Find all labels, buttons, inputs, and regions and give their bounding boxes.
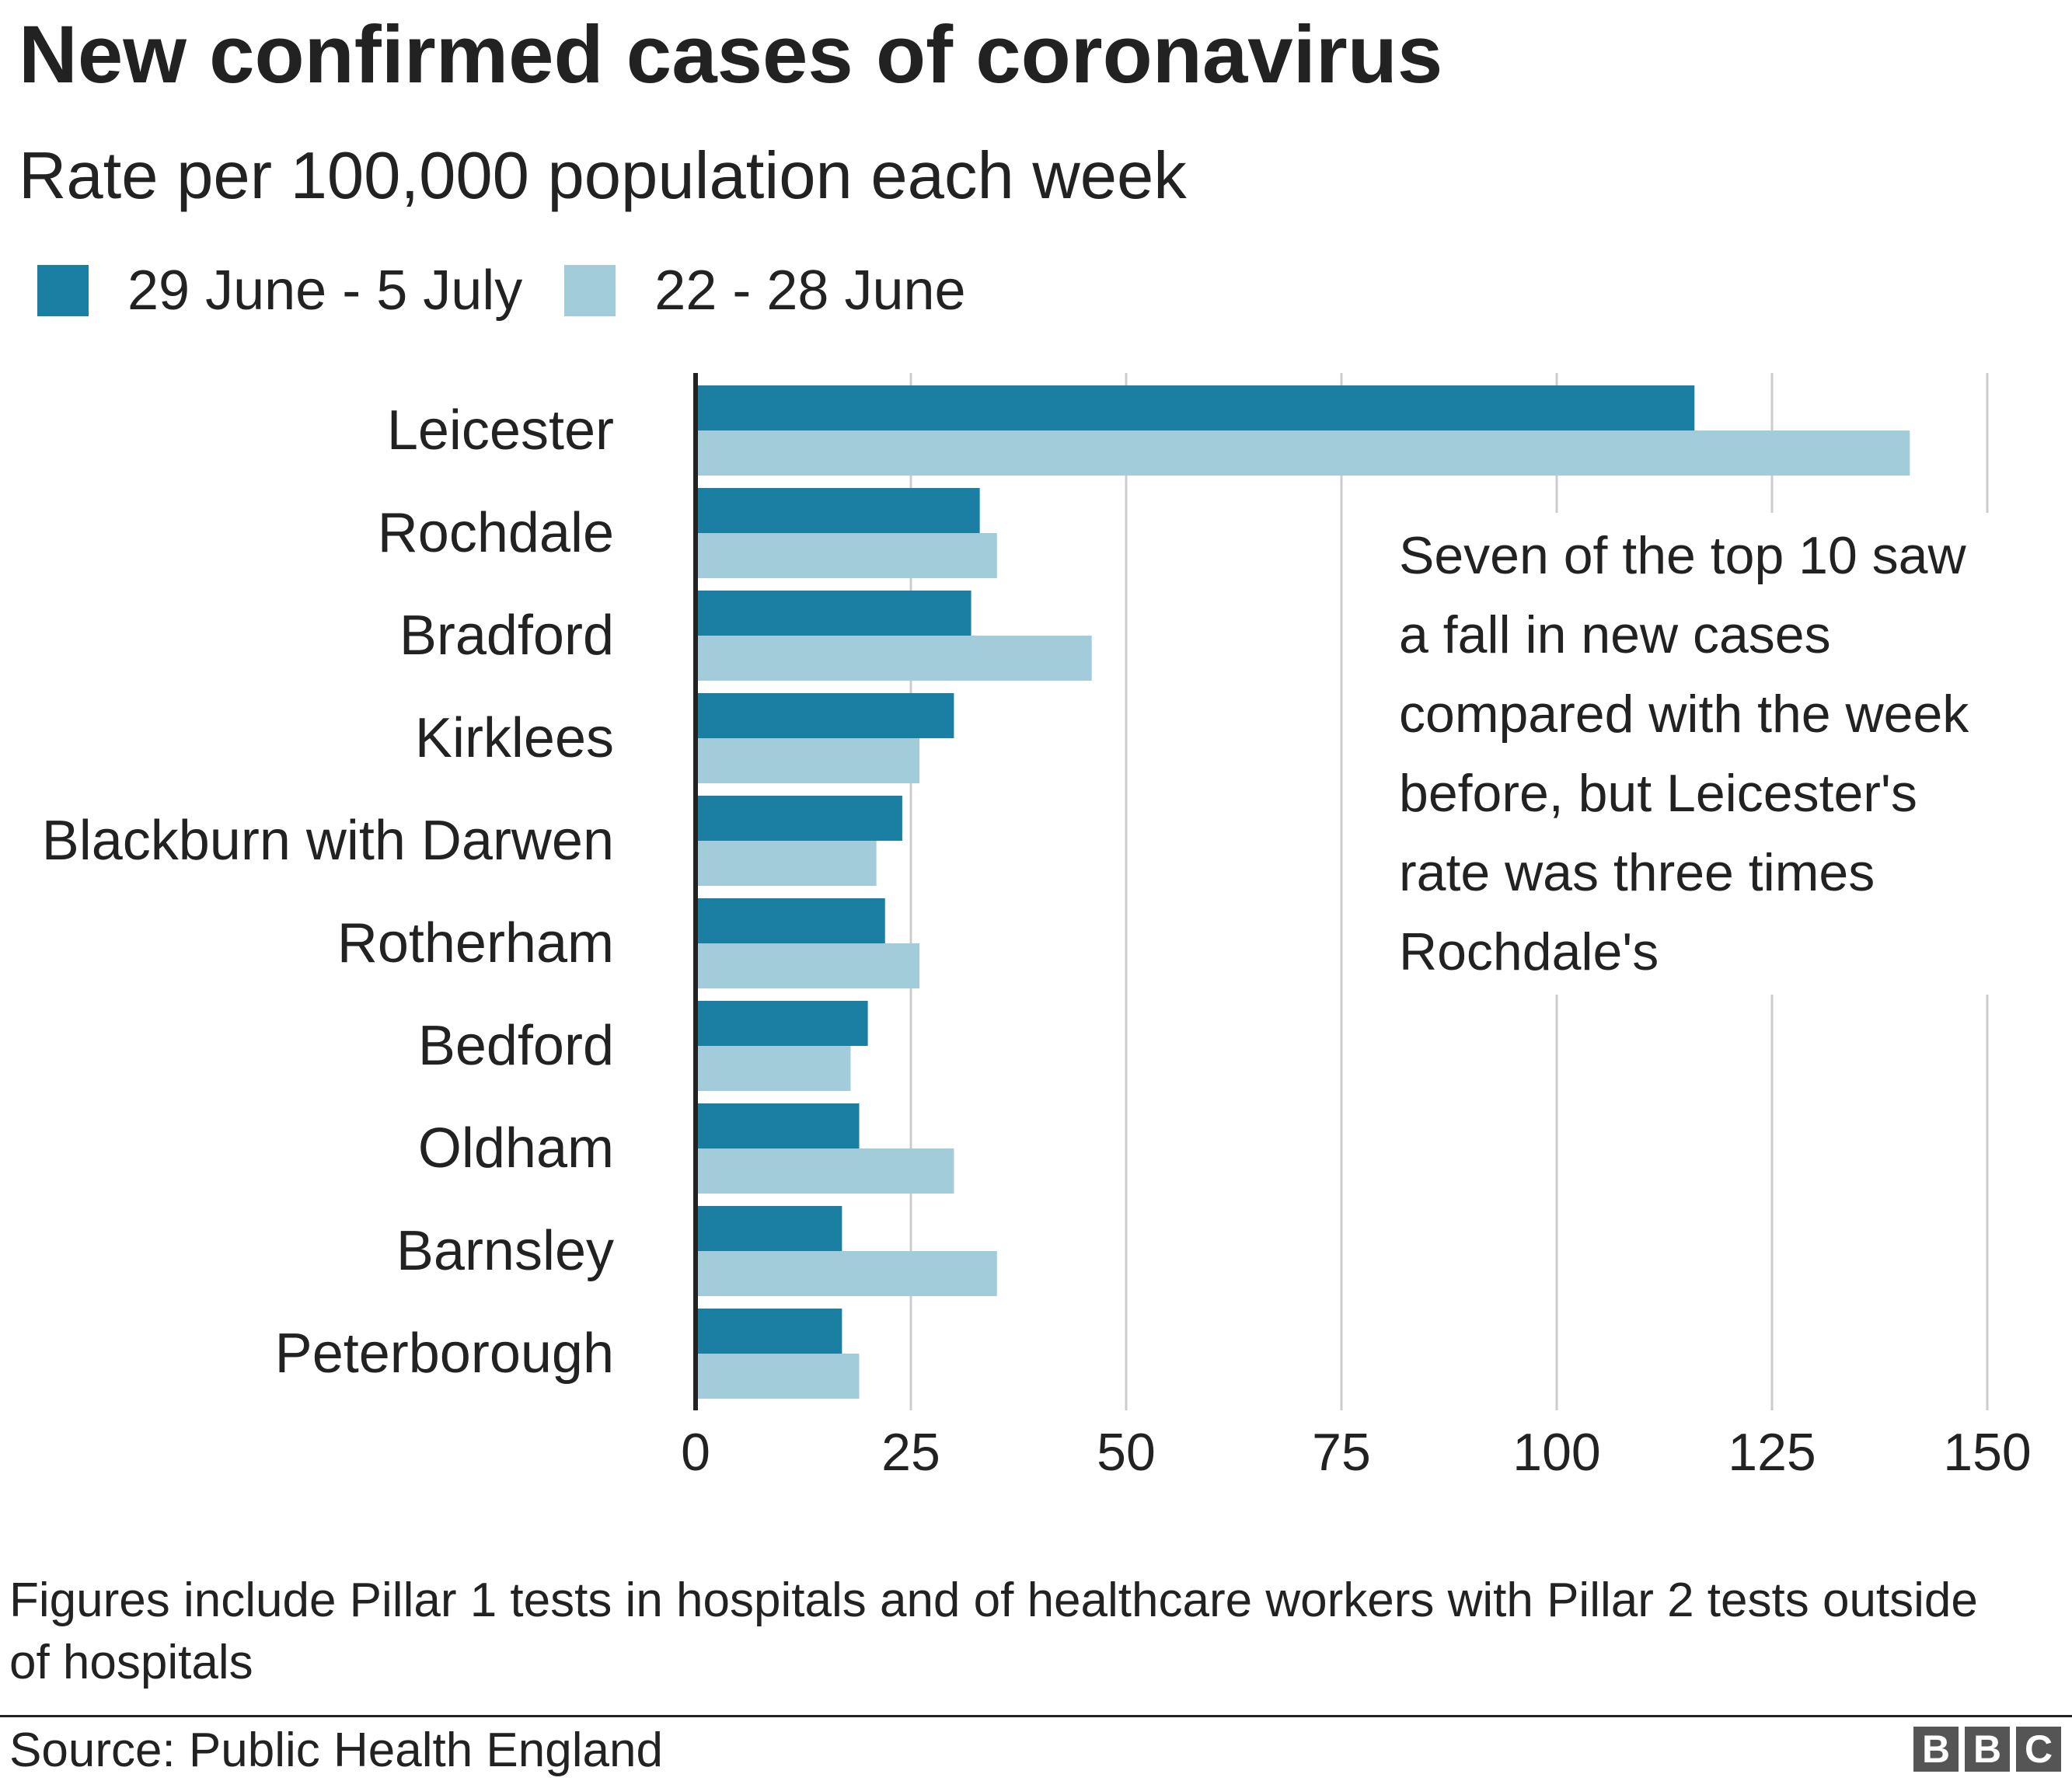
bar	[696, 1148, 954, 1194]
bar	[696, 796, 902, 841]
bbc-logo-letter: C	[2016, 1727, 2061, 1772]
bar	[696, 1103, 860, 1148]
legend: 29 June - 5 July 22 - 28 June	[37, 260, 1008, 322]
x-tick-label: 150	[1943, 1423, 2031, 1482]
chart-subtitle: Rate per 100,000 population each week	[19, 139, 1187, 213]
y-category-label: Peterborough	[275, 1323, 614, 1385]
y-category-label: Rochdale	[378, 502, 614, 564]
bar	[696, 1309, 842, 1354]
y-category-label: Barnsley	[396, 1220, 614, 1282]
bar	[696, 943, 920, 988]
bar-chart: 0 25 50 75 100 125 150 Leicester Rochdale Bradfor…	[42, 373, 2032, 1482]
bbc-logo-letter: B	[1913, 1727, 1959, 1772]
y-category-label: Leicester	[387, 399, 614, 462]
bar	[696, 385, 1695, 430]
legend-swatch-series-1	[37, 265, 89, 316]
bar	[696, 693, 954, 738]
x-tick-label: 100	[1512, 1423, 1600, 1482]
chart-title: New confirmed cases of coronavirus	[19, 9, 1443, 100]
bar	[696, 591, 971, 636]
bar	[696, 898, 885, 943]
bar	[696, 1046, 851, 1091]
y-category-label: Blackburn with Darwen	[42, 810, 614, 872]
bar	[696, 430, 1910, 476]
x-tick-label: 75	[1312, 1423, 1371, 1482]
x-tick-label: 125	[1728, 1423, 1816, 1482]
x-tick-label: 25	[881, 1423, 940, 1482]
bar	[696, 636, 1092, 681]
legend-swatch-series-2	[564, 265, 616, 316]
legend-item-series-2: 22 - 28 June	[564, 260, 966, 322]
footer-divider	[0, 1715, 2072, 1717]
bar	[696, 533, 997, 578]
legend-item-series-1: 29 June - 5 July	[37, 260, 522, 322]
x-tick-label: 50	[1097, 1423, 1156, 1482]
y-category-label: Rotherham	[337, 912, 614, 974]
chart-annotation: Seven of the top 10 saw a fall in new ca…	[1399, 513, 1990, 995]
bar	[696, 1001, 868, 1046]
y-category-label: Bedford	[418, 1015, 614, 1077]
bar	[696, 488, 980, 533]
bar	[696, 1206, 842, 1251]
legend-label-series-1: 29 June - 5 July	[127, 260, 523, 322]
bar	[696, 1251, 997, 1296]
bar	[696, 841, 877, 886]
footnote: Figures include Pillar 1 tests in hospit…	[9, 1574, 1978, 1689]
legend-label-series-2: 22 - 28 June	[654, 260, 966, 322]
x-tick-label: 0	[681, 1423, 710, 1482]
bar	[696, 1354, 860, 1399]
bar	[696, 738, 920, 783]
bbc-logo-letter: B	[1965, 1727, 2010, 1772]
y-category-label: Kirklees	[415, 707, 614, 769]
bbc-logo: B B C	[1907, 1727, 2061, 1772]
source-note: Source: Public Health England	[9, 1723, 663, 1777]
y-category-label: Bradford	[399, 605, 614, 667]
y-category-label: Oldham	[418, 1117, 614, 1180]
